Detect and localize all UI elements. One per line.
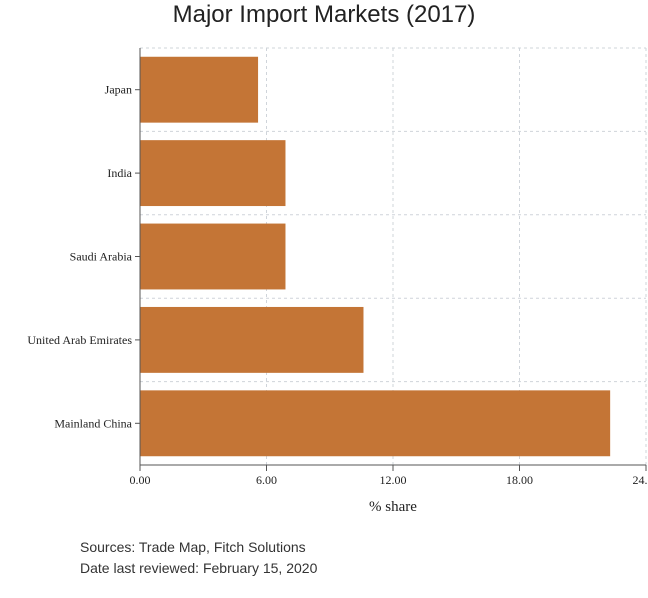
x-tick-label: 0.00 xyxy=(130,473,151,487)
date-reviewed-line: Date last reviewed: February 15, 2020 xyxy=(80,560,318,576)
y-tick-label: Saudi Arabia xyxy=(70,250,133,264)
bar-chart: Japan India Saudi Arabia United Arab Emirat… xyxy=(27,47,648,515)
x-axis-label: % share xyxy=(369,499,417,515)
bar-india xyxy=(140,140,286,207)
y-tick-label: Japan xyxy=(105,83,132,97)
x-tick-label: 24.00 xyxy=(633,473,648,487)
bar-saudi-arabia xyxy=(140,223,286,290)
sources-note: Sources: Trade Map, Fitch Solutions Date… xyxy=(80,537,317,579)
y-tick-label: United Arab Emirates xyxy=(27,333,132,347)
x-tick-label: 6.00 xyxy=(256,473,277,487)
bar-japan xyxy=(140,56,259,123)
bar-united-arab-emirates xyxy=(140,306,364,373)
bar-mainland-china xyxy=(140,390,611,457)
y-tick-label: Mainland China xyxy=(54,416,132,430)
sources-line: Sources: Trade Map, Fitch Solutions xyxy=(80,539,306,555)
x-tick-label: 18.00 xyxy=(506,473,533,487)
y-tick-label: India xyxy=(107,166,132,180)
chart-title: Major Import Markets (2017) xyxy=(172,1,476,28)
x-tick-label: 12.00 xyxy=(380,473,407,487)
